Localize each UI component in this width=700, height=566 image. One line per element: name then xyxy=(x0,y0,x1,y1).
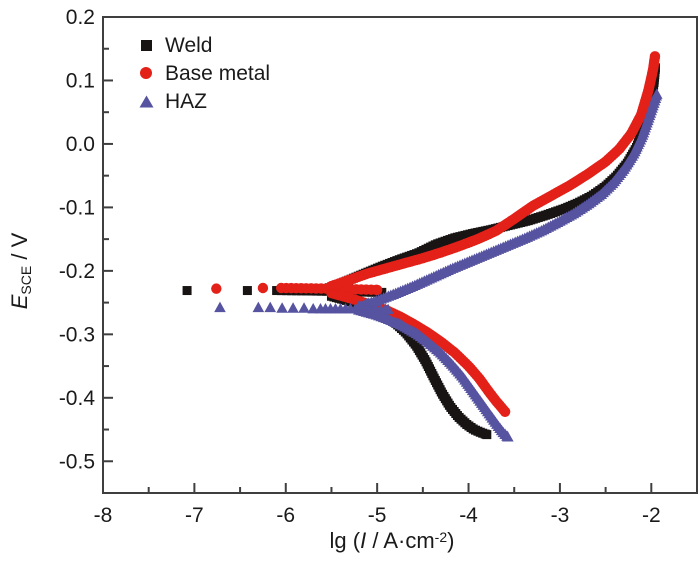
y-tick-label: 0.0 xyxy=(66,133,95,156)
haz-data-marker xyxy=(252,301,265,313)
y-tick-label: -0.4 xyxy=(59,387,96,410)
x-tick-label: -5 xyxy=(368,504,387,527)
x-tick-label: -8 xyxy=(94,504,113,527)
legend-label-weld: Weld xyxy=(165,33,213,57)
y-axis-variable: E xyxy=(7,294,32,310)
weld-square-marker-icon xyxy=(130,39,162,52)
y-tick-label: -0.5 xyxy=(59,450,95,473)
weld-data-marker xyxy=(482,430,492,440)
base-metal-data-marker xyxy=(257,282,269,294)
x-tick-label: -7 xyxy=(185,504,204,527)
weld-data-marker xyxy=(377,287,387,297)
haz-data-marker xyxy=(307,302,319,314)
y-tick-label: -0.3 xyxy=(59,323,95,346)
x-tick-label: -2 xyxy=(642,504,661,527)
x-axis-variable: I xyxy=(360,528,367,553)
x-axis-title: lg (I / A·cm-2) xyxy=(329,528,455,553)
haz-triangle-marker-icon xyxy=(130,95,162,108)
legend-label-base-metal: Base metal xyxy=(165,61,271,85)
plot-frame xyxy=(102,16,698,494)
haz-data-marker xyxy=(382,303,394,314)
haz-data-marker xyxy=(276,302,288,313)
haz-data-marker xyxy=(264,301,277,313)
base-metal-data-marker xyxy=(499,406,511,417)
legend-label-haz: HAZ xyxy=(165,89,207,113)
y-axis-title: ESCE / V xyxy=(7,232,34,310)
x-tick-label: -4 xyxy=(459,504,478,527)
base-metal-data-marker xyxy=(371,284,383,296)
base-metal-circle-marker-icon xyxy=(130,66,162,80)
x-tick-label: -3 xyxy=(551,504,570,527)
base-metal-data-marker xyxy=(649,51,661,62)
haz-data-marker xyxy=(298,302,310,313)
y-tick-label: 0.2 xyxy=(66,6,95,29)
x-tick-label: -6 xyxy=(276,504,295,527)
legend-item-haz: HAZ xyxy=(130,87,270,115)
haz-data-marker xyxy=(214,301,226,313)
haz-data-marker xyxy=(502,431,514,442)
y-axis-subscript: SCE xyxy=(18,265,34,295)
y-tick-label: -0.2 xyxy=(59,260,95,283)
y-tick-label: -0.1 xyxy=(59,196,95,219)
legend-item-base-metal: Base metal xyxy=(130,59,270,87)
y-tick-label: 0.1 xyxy=(66,69,95,92)
haz-data-marker xyxy=(287,302,299,313)
haz-data-marker xyxy=(650,88,663,99)
base-metal-data-marker xyxy=(211,283,222,294)
x-axis-exponent: -2 xyxy=(434,529,448,545)
weld-data-marker xyxy=(272,286,282,296)
weld-data-marker xyxy=(182,286,192,296)
weld-data-marker xyxy=(242,286,252,296)
legend: Weld Base metal HAZ xyxy=(130,31,270,115)
legend-item-weld: Weld xyxy=(130,31,270,59)
